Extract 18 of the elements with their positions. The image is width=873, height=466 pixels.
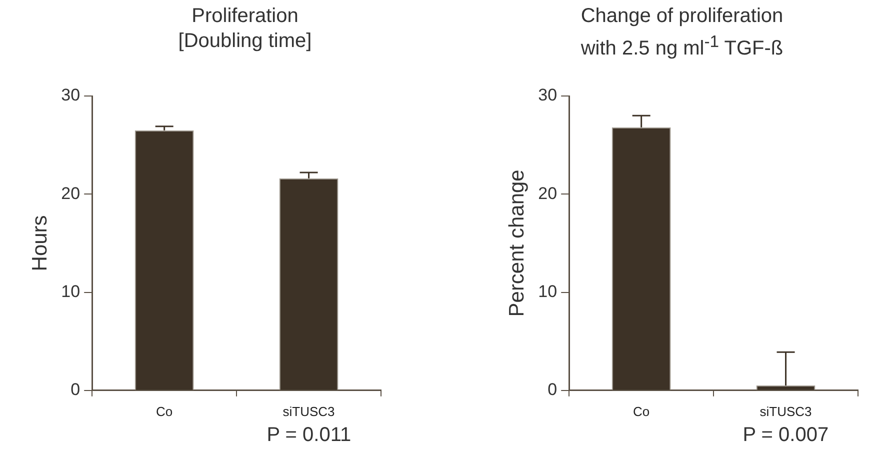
y-tick-label: 20 (61, 184, 80, 203)
y-tick-label: 10 (61, 282, 80, 301)
chart-title: Proliferation [Doubling time] (177, 4, 313, 54)
y-axis-title: Percent change (505, 170, 528, 317)
y-axis-title: Hours (28, 215, 52, 272)
y-tick-label: 30 (538, 86, 558, 105)
x-tick-label: siTUSC3 (760, 404, 812, 419)
text: P = 0.007 (742, 424, 829, 447)
y-tick-label: 20 (538, 184, 558, 203)
y-tick-label: 0 (70, 380, 80, 400)
x-tick-label: Co (156, 404, 173, 419)
x-tick-label: Co (633, 404, 650, 419)
y-tick-label: 30 (61, 86, 80, 105)
x-tick-label: siTUSC3 (282, 404, 335, 419)
chart-title: Change of proliferation with 2.5 ng ml$^{-1}$ TGF-ß (580, 4, 784, 62)
y-tick-label: 0 (548, 380, 558, 400)
y-tick-label: 10 (538, 282, 558, 301)
text: P = 0.011 (266, 424, 352, 447)
